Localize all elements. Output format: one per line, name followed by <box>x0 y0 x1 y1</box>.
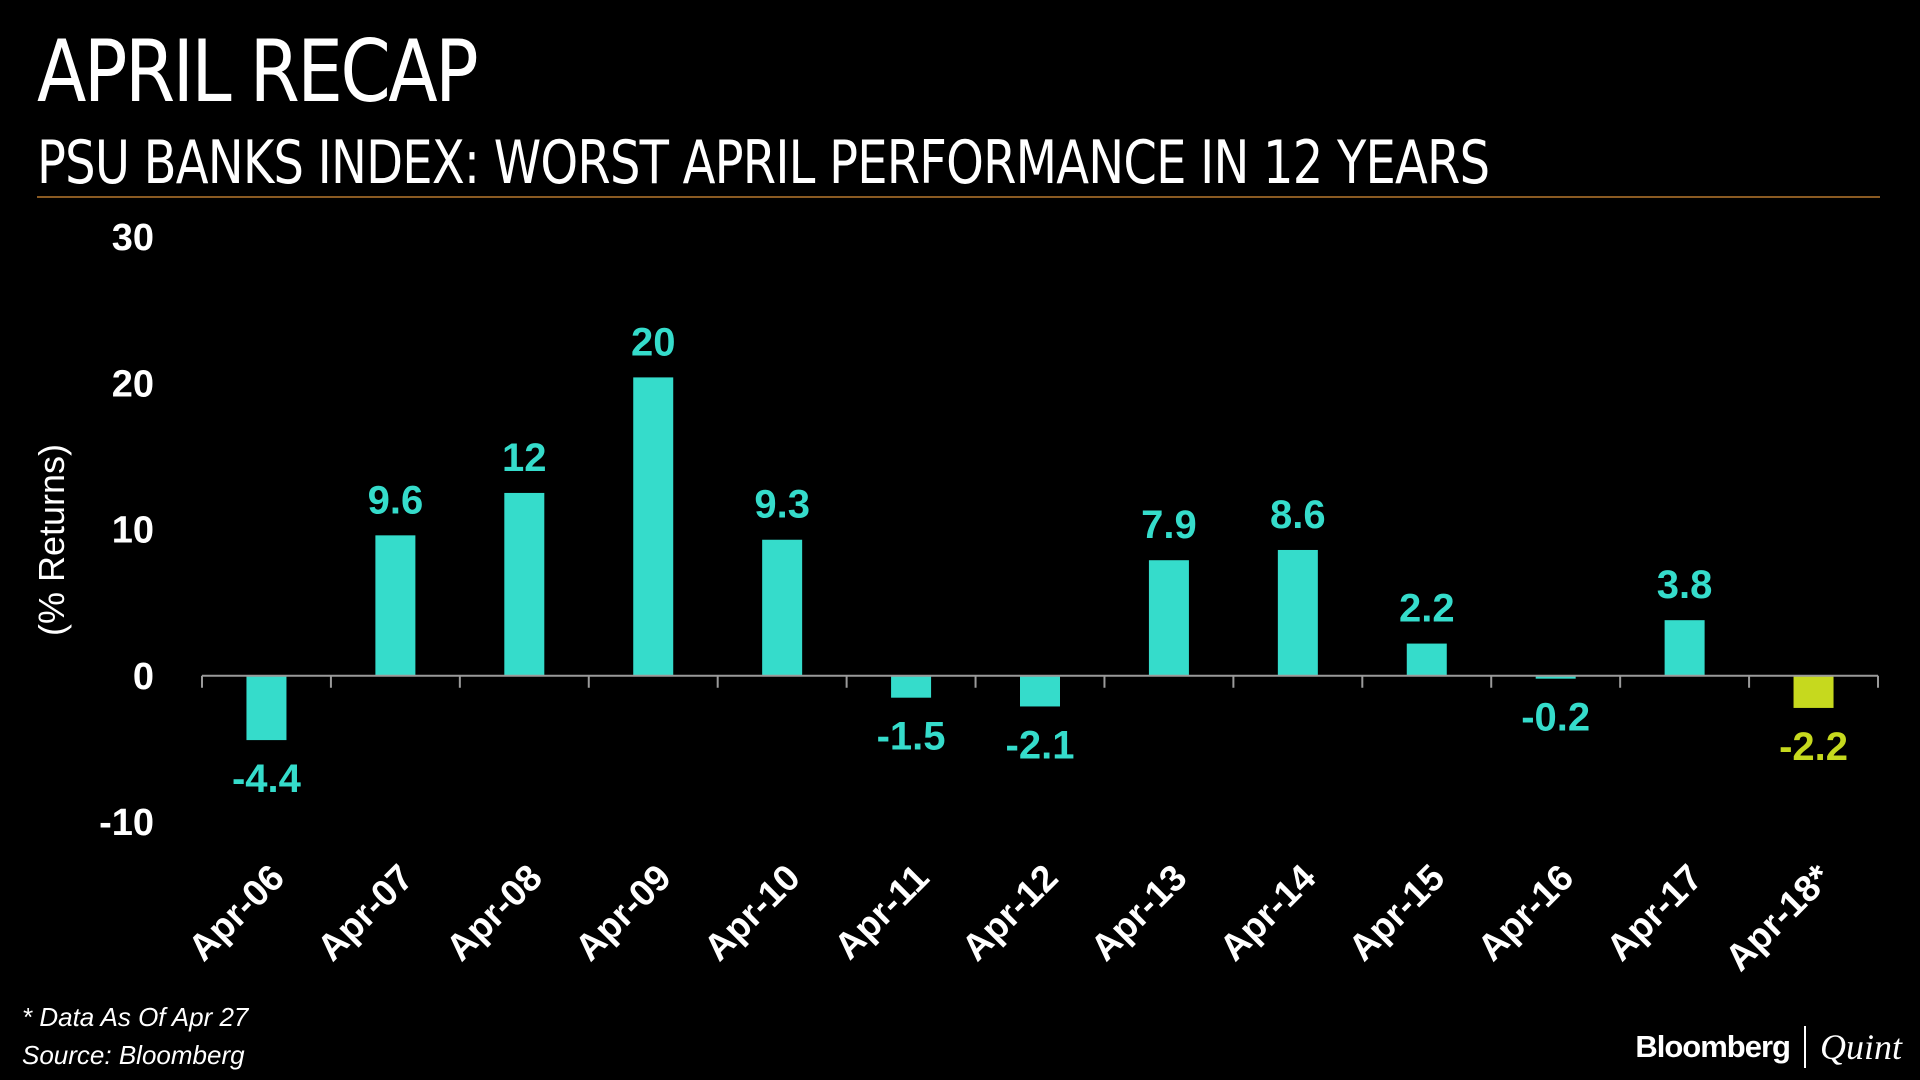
data-label: -4.4 <box>232 757 302 801</box>
x-tick-label: Apr-10 <box>696 857 808 969</box>
x-tick-label: Apr-06 <box>180 857 292 969</box>
x-tick-label: Apr-15 <box>1341 857 1453 969</box>
chart-title: APRIL RECAP <box>37 22 479 122</box>
data-label: 20 <box>631 320 676 364</box>
y-tick-label: 20 <box>112 363 154 405</box>
bar <box>633 377 674 676</box>
title-divider <box>37 196 1880 198</box>
x-tick-label: Apr-12 <box>954 857 1066 969</box>
x-tick-label: Apr-07 <box>309 857 421 969</box>
data-label: -1.5 <box>877 715 946 759</box>
bar <box>1793 675 1834 708</box>
data-label: -2.2 <box>1779 725 1848 769</box>
y-tick-label: 30 <box>112 217 154 259</box>
brand-separator <box>1803 1026 1806 1068</box>
data-label: 9.6 <box>368 478 424 522</box>
brand-bloomberg: Bloomberg <box>1635 1029 1791 1064</box>
bar <box>1664 620 1705 676</box>
chart-subtitle: PSU BANKS INDEX: WORST APRIL PERFORMANCE… <box>37 128 1490 198</box>
y-tick-label: 10 <box>112 510 154 552</box>
y-tick-label: 0 <box>133 656 154 698</box>
bar <box>1277 549 1318 676</box>
y-tick-label: -10 <box>99 802 154 844</box>
bar <box>504 492 545 676</box>
bar <box>246 675 287 741</box>
data-label: 8.6 <box>1270 493 1326 537</box>
x-tick-label: Apr-09 <box>567 857 679 969</box>
bar <box>1148 560 1189 676</box>
bar <box>375 535 416 676</box>
x-tick-label: Apr-11 <box>826 857 936 967</box>
data-label: 7.9 <box>1141 503 1197 547</box>
data-label: 9.3 <box>754 483 810 527</box>
data-label: 12 <box>502 436 547 480</box>
brand-quint: Quint <box>1819 1027 1902 1067</box>
data-label: -0.2 <box>1521 696 1590 740</box>
bar <box>891 675 932 698</box>
x-tick-label: Apr-16 <box>1469 857 1581 969</box>
bar <box>1535 675 1576 679</box>
data-label: 2.2 <box>1399 587 1455 631</box>
x-tick-label: Apr-14 <box>1212 856 1324 968</box>
brand-logo: Bloomberg Quint <box>1635 1026 1902 1068</box>
footnote: * Data As Of Apr 27 <box>22 1002 249 1032</box>
data-label: -2.1 <box>1006 723 1075 767</box>
bar <box>762 539 803 676</box>
x-tick-label: Apr-08 <box>438 857 550 969</box>
x-tick-label: Apr-18* <box>1717 856 1839 978</box>
source-note: Source: Bloomberg <box>22 1040 245 1070</box>
x-tick-label: Apr-17 <box>1598 857 1710 969</box>
x-tick-label: Apr-13 <box>1083 857 1195 969</box>
bar <box>1406 643 1447 676</box>
data-label: 3.8 <box>1657 563 1713 607</box>
y-axis-label: (% Returns) <box>31 444 72 636</box>
bar <box>1020 675 1060 707</box>
